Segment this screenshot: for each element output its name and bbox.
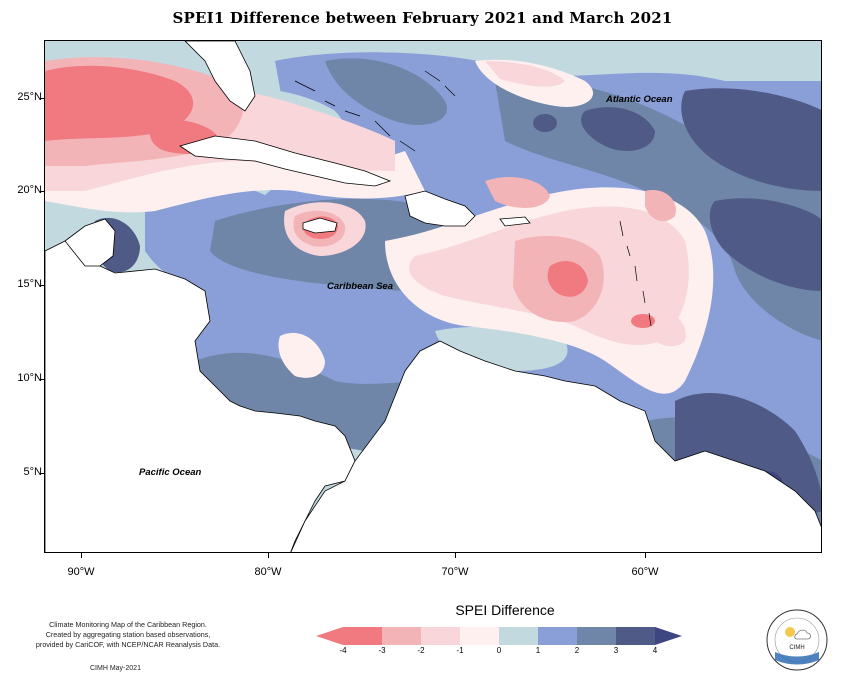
lat-label: 10°N [17,372,42,384]
zone-neg3-2-east2 [645,190,676,222]
zone-neg2-1-atl [485,61,565,87]
lon-tick [455,553,456,558]
legend-tick: -3 [378,646,386,655]
lon-label: 70°W [441,566,469,578]
lat-label: 5°N [23,466,42,478]
zone-neg1-0-coast [278,332,325,378]
lat-tick [40,285,44,286]
zone-2-3-north [325,58,447,125]
yucatan [64,218,116,267]
credit-line: Climate Monitoring Map of the Caribbean … [49,620,207,629]
zone-gt3-atl-3 [709,198,821,291]
legend-tick: 4 [652,646,658,655]
zone-lt3-east [547,261,588,297]
lat-label: 25°N [17,91,42,103]
hispaniola [404,190,476,227]
legend-tick: 2 [574,646,580,655]
cimh-logo: CIMH [766,609,828,671]
legend-tick: 3 [613,646,619,655]
wave-icon [775,652,819,665]
lat-tick [40,191,44,192]
cuba [179,135,392,187]
caribbean-sea-label: Caribbean Sea [327,281,393,292]
zone-gt3-atl-1 [681,88,821,191]
sun-icon [785,627,795,637]
lat-tick [40,473,44,474]
atlantic-ocean-label: Atlantic Ocean [606,94,673,105]
credit-line: provided by CariCOF, with NCEP/NCAR Rean… [35,640,221,649]
central-america [45,235,356,552]
cloud-icon [794,629,811,640]
zone-2-3-atlantic [495,79,821,341]
lon-label: 90°W [67,566,95,578]
credit-block: Climate Monitoring Map of the Caribbean … [28,620,228,650]
lon-tick [81,553,82,558]
lat-label: 20°N [17,184,42,196]
zone-gt3-small [533,114,557,132]
jamaica [302,217,338,234]
lon-tick [268,553,269,558]
legend-tick: 1 [535,646,541,655]
legend-title: SPEI Difference [455,602,555,618]
florida [184,41,256,112]
credit-date: CIMH May-2021 [90,665,141,672]
south-america [290,340,821,552]
legend-tick: -4 [339,646,347,655]
map-title: SPEI1 Difference between February 2021 a… [172,9,673,27]
legend-tick: -1 [456,646,464,655]
lat-tick [40,98,44,99]
land-masses [45,41,821,552]
lat-label: 15°N [17,278,42,290]
zone-neg2-1-sa [645,310,686,347]
logo-text: CIMH [789,645,804,651]
lon-label: 80°W [254,566,282,578]
legend-tick: 0 [496,646,502,655]
zone-lt3-small [631,314,655,328]
spei-map [44,40,822,553]
lon-label: 60°W [631,566,659,578]
credit-line: Created by aggregating station based obs… [45,630,211,639]
zone-neg3-2-bah [485,176,550,208]
zone-gt3-atl-2 [581,107,655,151]
legend-colorbar [316,627,682,645]
lon-tick [645,553,646,558]
lat-tick [40,379,44,380]
legend-tick: -2 [417,646,425,655]
map-canvas [45,41,821,552]
puerto-rico [499,216,531,227]
pacific-ocean-label: Pacific Ocean [139,467,202,478]
small-islands [294,70,652,327]
